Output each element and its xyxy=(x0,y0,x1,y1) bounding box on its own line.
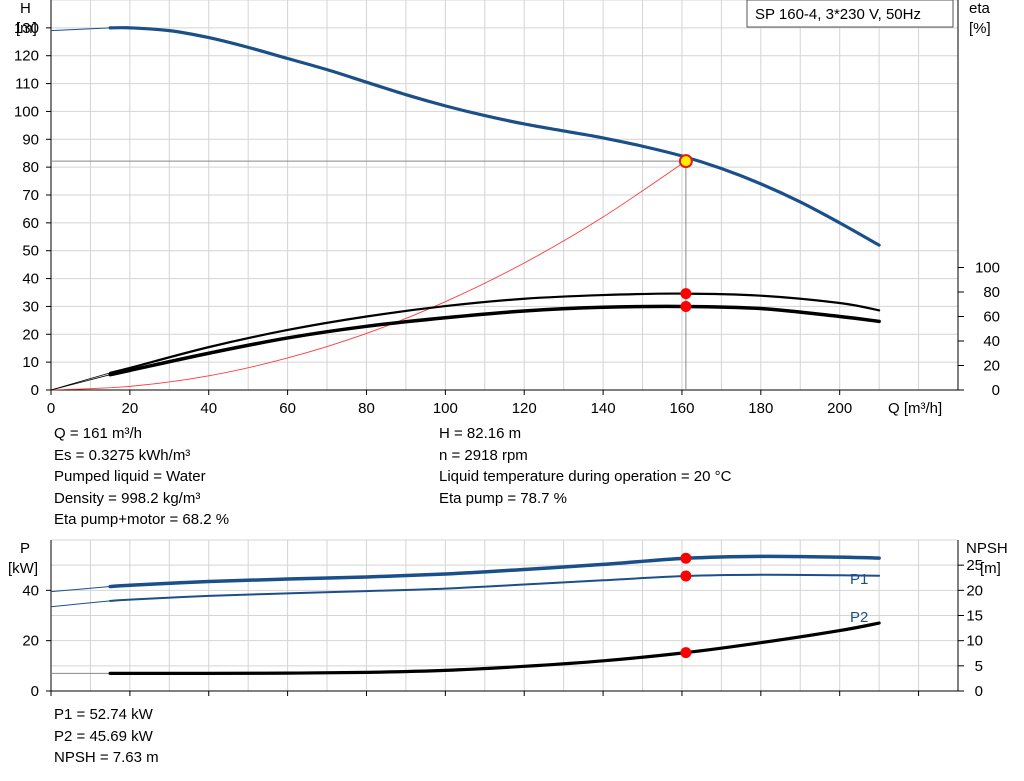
info-block-top-left: Q = 161 m³/h Es = 0.3275 kWh/m³ Pumped l… xyxy=(54,423,229,531)
y-axis-label-left: H xyxy=(20,0,31,17)
y-tick-label-left: 130 xyxy=(14,20,39,37)
chart-series xyxy=(50,26,881,676)
duty-point-marker xyxy=(678,154,693,169)
y-tick-label-left: 30 xyxy=(22,298,39,315)
top-chart-grid xyxy=(50,0,958,391)
x-tick-label: 120 xyxy=(512,400,537,417)
p2-series-label: P2 xyxy=(850,609,868,626)
info-eta-pump-motor: Eta pump+motor = 68.2 % xyxy=(54,511,230,528)
eta-point-marker xyxy=(680,288,692,300)
y-tick-label-left: 10 xyxy=(22,354,39,371)
head-extension xyxy=(50,27,111,32)
eta-pump-motor-line xyxy=(108,304,881,377)
x-axis-label: Q [m³/h] xyxy=(888,400,942,417)
y-tick-label-left-bottom: 20 xyxy=(22,633,39,650)
y-tick-label-left: 20 xyxy=(22,326,39,343)
info-block-top-right: H = 82.16 m n = 2918 rpm Liquid temperat… xyxy=(439,423,731,509)
y-tick-label-left: 0 xyxy=(31,382,39,399)
y-tick-label-right-bottom: 20 xyxy=(966,582,983,599)
y-tick-label-right: 80 xyxy=(983,284,1000,301)
chart-title-box: SP 160-4, 3*230 V, 50Hz xyxy=(746,0,954,28)
y-tick-label-right-bottom: 0 xyxy=(975,683,983,700)
x-tick-label: 0 xyxy=(47,400,55,417)
system-curve-line xyxy=(50,160,687,391)
eta-pump-motor-extension xyxy=(50,374,111,391)
eta-point-marker xyxy=(680,300,692,312)
info-density: Density = 998.2 kg/m³ xyxy=(54,489,201,507)
y-tick-label-left: 100 xyxy=(14,103,39,120)
info-block-bottom: P1 = 52.74 kW P2 = 45.69 kW NPSH = 7.63 … xyxy=(54,704,159,769)
p1-series-label: P1 xyxy=(850,571,868,588)
x-tick-label: 100 xyxy=(433,400,458,417)
info-q: Q = 161 m³/h xyxy=(54,425,142,442)
x-tick-label: 60 xyxy=(279,400,296,417)
p1-extension xyxy=(50,586,111,593)
x-tick-label: 20 xyxy=(122,400,139,417)
p2-line xyxy=(109,573,881,602)
y-tick-label-left-bottom: 40 xyxy=(22,582,39,599)
info-pumped-liquid: Pumped liquid = Water xyxy=(54,468,206,485)
y-tick-label-left: 90 xyxy=(22,131,39,148)
info-liquid-temp: Liquid temperature during operation = 20… xyxy=(439,468,732,485)
x-tick-label: 140 xyxy=(591,400,616,417)
chart-axes xyxy=(46,0,964,696)
y-tick-label-right: 20 xyxy=(983,358,1000,375)
x-tick-label: 160 xyxy=(669,400,694,417)
y-axis-label-right-bottom: NPSH xyxy=(966,540,1008,557)
y-tick-label-right-bottom: 25 xyxy=(966,557,983,574)
y-axis-unit-left-bottom: [kW] xyxy=(8,560,38,577)
y-tick-label-right-bottom: 10 xyxy=(966,633,983,650)
info-h: H = 82.16 m xyxy=(439,425,522,442)
y-tick-label-left: 120 xyxy=(14,48,39,65)
y-tick-label-right-bottom: 5 xyxy=(975,658,983,675)
npsh-line xyxy=(108,621,881,676)
info-es: Es = 0.3275 kWh/m³ xyxy=(54,446,191,464)
p2-extension xyxy=(50,600,111,608)
y-tick-label-left: 70 xyxy=(22,187,39,204)
info-p1: P1 = 52.74 kW xyxy=(54,706,153,723)
head-line xyxy=(108,26,881,247)
power-point-marker xyxy=(680,552,692,564)
x-tick-label: 180 xyxy=(748,400,773,417)
y-tick-label-right: 100 xyxy=(975,260,1000,277)
y-tick-label-right-bottom: 15 xyxy=(966,608,983,625)
eta-pump-line xyxy=(109,292,881,374)
power-point-marker xyxy=(680,647,692,659)
y-axis-label-left-bottom: P xyxy=(20,540,30,557)
y-axis-unit-left: [m] xyxy=(16,20,37,37)
info-npsh: NPSH = 7.63 m xyxy=(54,749,159,766)
chart-labels: 0 20 40 60 80 100 120 140 160 180 200 Q [m³/h]01020… xyxy=(8,0,1008,700)
chart-markers xyxy=(678,154,693,659)
y-axis-label-right: eta xyxy=(969,0,991,17)
y-axis-unit-right: [%] xyxy=(969,20,991,37)
p1-line xyxy=(108,554,881,589)
y-tick-label-left: 110 xyxy=(15,76,39,93)
y-tick-label-left-bottom: 0 xyxy=(31,683,39,700)
power-point-marker xyxy=(680,570,692,582)
info-n: n = 2918 rpm xyxy=(439,446,528,464)
y-tick-label-right: 40 xyxy=(983,333,1000,350)
info-eta-pump: Eta pump = 78.7 % xyxy=(439,489,567,507)
x-tick-label: 80 xyxy=(358,400,375,417)
x-tick-label: 200 xyxy=(827,400,852,417)
y-tick-label-left: 50 xyxy=(22,243,39,260)
chart-title: SP 160-4, 3*230 V, 50Hz xyxy=(755,6,921,23)
y-tick-label-right: 0 xyxy=(992,382,1000,399)
y-tick-label-right: 60 xyxy=(983,309,1000,326)
y-tick-label-left: 40 xyxy=(22,271,39,288)
y-tick-label-left: 60 xyxy=(22,215,39,232)
info-p2: P2 = 45.69 kW xyxy=(54,727,153,745)
y-axis-unit-right-bottom: [m] xyxy=(980,560,1001,577)
x-tick-label: 40 xyxy=(200,400,217,417)
y-tick-label-left: 80 xyxy=(22,159,39,176)
